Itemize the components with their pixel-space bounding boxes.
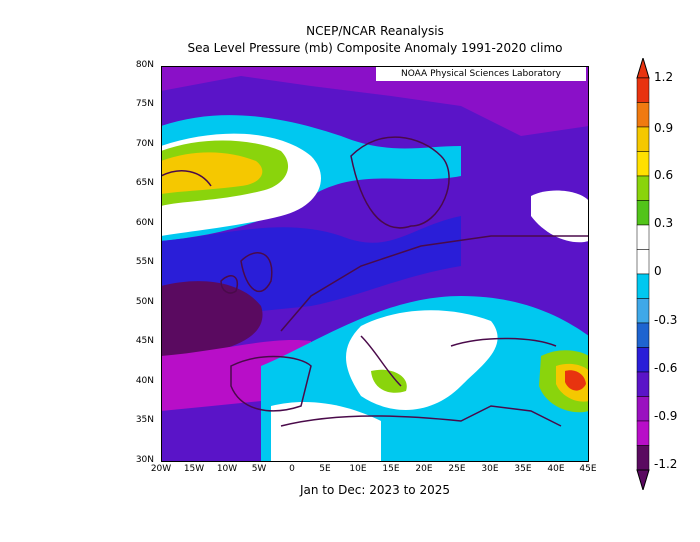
lat-label: 70N xyxy=(135,139,154,149)
lon-label: 5E xyxy=(319,464,331,474)
colorbar-swatch xyxy=(636,151,650,177)
colorbar-swatch xyxy=(636,77,650,103)
coast-greenland xyxy=(161,170,212,187)
lat-label: 40N xyxy=(135,376,154,386)
lon-label: 5W xyxy=(251,464,267,474)
lat-label: 55N xyxy=(135,257,154,267)
colorbar-swatch xyxy=(636,200,650,226)
colorbar-swatch xyxy=(636,396,650,422)
chart-title: NCEP/NCAR Reanalysis xyxy=(306,24,444,38)
colorbar-swatch xyxy=(636,371,650,397)
coast-ireland xyxy=(220,275,238,294)
colorbar-swatch xyxy=(636,224,650,250)
colorbar-swatch xyxy=(636,445,650,471)
lon-label: 45E xyxy=(579,464,597,474)
map-canvas xyxy=(161,66,589,462)
colorbar-label: 0.9 xyxy=(654,121,674,135)
colorbar-label: 1.2 xyxy=(654,70,674,84)
colorbar-swatch xyxy=(636,420,650,446)
date-range-caption: Jan to Dec: 2023 to 2025 xyxy=(299,483,450,497)
lon-label: 10E xyxy=(349,464,367,474)
lon-label: 20E xyxy=(415,464,433,474)
colorbar-swatch xyxy=(636,322,650,348)
colorbar-label: -0.3 xyxy=(654,313,678,327)
lon-label: 0 xyxy=(289,464,295,474)
colorbar-swatch xyxy=(636,347,650,373)
colorbar-top-arrow xyxy=(636,58,650,79)
lat-label: 75N xyxy=(135,99,154,109)
lon-label: 15E xyxy=(382,464,400,474)
field-biscay-dark xyxy=(161,281,263,356)
colorbar-label: -1.2 xyxy=(654,457,678,471)
coast-black-sea xyxy=(450,337,557,347)
colorbar-swatch xyxy=(636,298,650,324)
colorbar-swatch xyxy=(636,175,650,201)
lat-label: 30N xyxy=(135,455,154,465)
lon-label: 20W xyxy=(150,464,172,474)
colorbar-bottom-arrow xyxy=(636,469,650,490)
field-italy-green xyxy=(371,369,407,393)
field-north-purple xyxy=(161,66,589,136)
lon-label: 10W xyxy=(216,464,238,474)
lon-label: 25E xyxy=(448,464,466,474)
lon-label: 40E xyxy=(547,464,565,474)
field-caucasus-red xyxy=(565,370,586,391)
lat-label: 35N xyxy=(135,415,154,425)
colorbar xyxy=(636,58,650,490)
coast-britain xyxy=(240,252,273,293)
lat-label: 60N xyxy=(135,218,154,228)
lat-label: 45N xyxy=(135,336,154,346)
field-russia-white xyxy=(531,190,589,243)
colorbar-swatch xyxy=(636,249,650,275)
colorbar-label: 0 xyxy=(654,264,662,278)
credit-label: NOAA Physical Sciences Laboratory xyxy=(376,67,586,81)
chart-subtitle: Sea Level Pressure (mb) Composite Anomal… xyxy=(187,41,563,55)
lon-label: 35E xyxy=(514,464,532,474)
field-atlantic-yellow xyxy=(161,152,263,194)
colorbar-swatch xyxy=(636,273,650,299)
coast-continent xyxy=(280,235,589,332)
lat-label: 50N xyxy=(135,297,154,307)
colorbar-label: -0.9 xyxy=(654,409,678,423)
map-border xyxy=(161,66,589,462)
colorbar-swatch xyxy=(636,126,650,152)
lon-label: 15W xyxy=(183,464,205,474)
colorbar-label: -0.6 xyxy=(654,361,678,375)
coast-italy xyxy=(360,335,402,387)
lon-label: 30E xyxy=(481,464,499,474)
colorbar-swatch xyxy=(636,102,650,128)
coast-scandinavia xyxy=(350,136,450,229)
coast-iberia xyxy=(230,355,312,412)
lat-label: 80N xyxy=(135,60,154,70)
coast-north-africa xyxy=(280,405,562,427)
colorbar-label: 0.3 xyxy=(654,216,674,230)
anomaly-map xyxy=(161,66,589,462)
colorbar-label: 0.6 xyxy=(654,168,674,182)
coastlines xyxy=(161,136,589,427)
lat-label: 65N xyxy=(135,178,154,188)
